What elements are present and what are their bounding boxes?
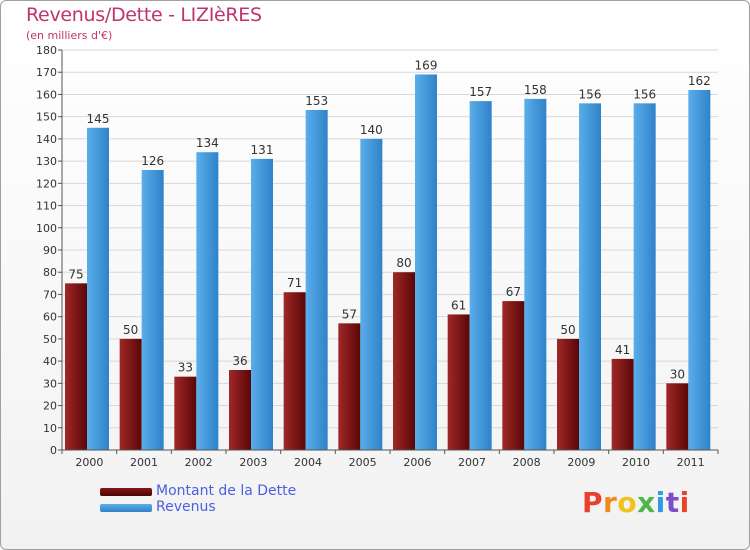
bar-revenus [141,170,164,450]
logo-letter: t [665,486,680,519]
data-label-dette: 50 [123,323,138,337]
y-tick-label: 140 [36,133,57,146]
bar-revenus [360,138,383,450]
data-label-revenus: 145 [87,112,110,126]
data-label-revenus: 169 [415,58,438,72]
data-label-revenus: 157 [469,85,492,99]
x-axis: 2000 2001 2002 2003 2004 2005 2006 2007 2008 2009… [61,449,719,469]
x-tick-label: 2011 [677,456,705,469]
logo-letter: P [582,486,604,519]
y-tick-label: 110 [36,200,57,213]
logo-letter: o [617,486,638,519]
data-label-dette: 75 [68,267,83,281]
y-tick-label: 150 [36,111,57,124]
data-label-revenus: 126 [141,154,164,168]
data-label-revenus: 156 [633,87,656,101]
y-tick-label: 20 [43,400,57,413]
bar-dette [447,314,470,450]
bar-revenus [579,103,601,450]
x-tick-label: 2007 [458,456,486,469]
data-label-dette: 41 [615,343,630,357]
y-axis: 0 10 20 30 40 50 60 70 80 90 100 110 120 130 140 150 160… [36,44,63,457]
y-tick-label: 60 [43,311,57,324]
y-tick-label: 0 [50,444,57,457]
bar-revenus [251,158,273,450]
y-tick-label: 40 [43,355,57,368]
y-tick-label: 30 [43,377,57,390]
y-tick-label: 120 [36,177,57,190]
data-label-revenus: 162 [688,74,711,88]
x-tick-label: 2010 [622,456,650,469]
data-label-dette: 30 [670,367,685,381]
y-tick-label: 130 [36,155,57,168]
x-tick-label: 2003 [239,456,267,469]
data-label-dette: 50 [560,323,575,337]
logo-letter: i [655,486,666,519]
x-tick-label: 2004 [294,456,322,469]
y-tick-label: 160 [36,88,57,101]
x-tick-label: 2001 [130,456,158,469]
bars: 75 145 50 126 33 134 36 131 71 153 57 140 80 169 61 157… [65,58,711,451]
x-tick-label: 2005 [349,456,377,469]
bar-dette [393,272,415,450]
bar-revenus [524,98,547,450]
bar-revenus [633,103,656,450]
bar-revenus [469,101,492,450]
proxiti-logo: Proxiti [582,486,690,519]
bar-dette [229,370,251,450]
data-label-dette: 80 [396,256,411,270]
legend-swatch-dette [100,488,152,496]
data-label-dette: 61 [451,298,466,312]
data-label-revenus: 156 [579,87,602,101]
data-label-revenus: 153 [305,94,328,108]
y-tick-label: 10 [43,422,57,435]
x-tick-label: 2002 [185,456,213,469]
x-tick-label: 2000 [75,456,103,469]
y-tick-label: 70 [43,288,57,301]
logo-letter: r [603,486,618,519]
y-tick-label: 170 [36,66,57,79]
y-tick-label: 50 [43,333,57,346]
bar-dette [119,338,142,450]
data-label-dette: 36 [232,354,247,368]
bar-revenus [688,90,711,450]
y-tick-label: 180 [36,44,57,57]
bar-dette [502,301,525,450]
data-label-revenus: 158 [524,83,547,97]
data-label-dette: 71 [287,276,302,290]
y-tick-label: 90 [43,244,57,257]
bar-dette [338,323,361,450]
bar-revenus [305,110,328,450]
x-tick-label: 2006 [403,456,431,469]
bar-dette [65,283,87,450]
data-label-revenus: 134 [196,136,219,150]
bar-dette [666,383,689,450]
bar-dette [174,376,197,450]
data-label-dette: 33 [178,361,193,375]
chart-title: Revenus/Dette - LIZIèRES [26,4,262,26]
data-label-revenus: 131 [251,143,274,157]
x-tick-label: 2008 [513,456,541,469]
bar-dette [557,338,579,450]
y-tick-label: 80 [43,266,57,279]
logo-letter: i [679,486,690,519]
bar-dette [611,358,634,450]
data-label-dette: 67 [506,285,521,299]
bar-revenus [415,74,437,450]
chart-subtitle: (en milliers d'€) [26,29,113,42]
data-label-dette: 57 [342,307,357,321]
bar-revenus [196,152,219,450]
data-label-revenus: 140 [360,123,383,137]
legend-swatch-revenus [100,504,152,512]
grid-lines [62,49,718,451]
bar-dette [283,292,306,450]
y-tick-label: 100 [36,222,57,235]
legend-label-dette: Montant de la Dette [156,483,297,499]
logo-letter: x [637,486,656,519]
bar-revenus [87,127,109,451]
x-tick-label: 2009 [567,456,595,469]
legend-label-revenus: Revenus [156,499,216,515]
